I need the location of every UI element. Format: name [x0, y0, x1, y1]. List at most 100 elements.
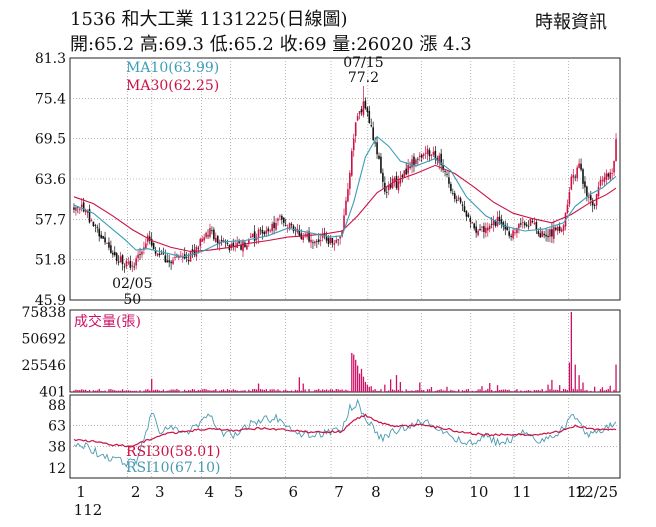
candle-body [584, 181, 586, 188]
candle-body [593, 205, 596, 206]
candle-body [419, 155, 421, 158]
candle-body [306, 233, 308, 237]
candle-body [257, 229, 260, 238]
price-y-tick: 45.9 [35, 293, 66, 309]
candle-body [343, 215, 345, 229]
candle-body [201, 239, 203, 242]
candle-body [226, 242, 229, 244]
candle-body [86, 211, 89, 213]
candle-body [576, 167, 578, 179]
candle-body [113, 252, 116, 256]
candle-body [185, 256, 188, 258]
candle-body [415, 159, 417, 164]
candle-body [115, 253, 118, 262]
candle-body [586, 186, 588, 197]
candle-body [527, 226, 530, 227]
candle-body [578, 163, 580, 169]
candle-body [191, 249, 194, 252]
candle-body [570, 176, 573, 190]
candle-body [281, 215, 283, 220]
x-tick-label: 12/25 [575, 483, 618, 501]
candle-body [152, 243, 155, 249]
candle-body [551, 229, 553, 237]
candle-body [420, 155, 423, 158]
candle-body [246, 245, 248, 250]
candle-body [269, 230, 271, 232]
candle-body [428, 150, 431, 157]
candle-body [597, 186, 600, 197]
candle-body [345, 200, 347, 216]
candle-body [283, 217, 285, 223]
candle-body [488, 225, 491, 230]
candle-body [376, 142, 378, 155]
candle-body [158, 253, 161, 256]
candle-body [603, 177, 606, 182]
candle-body [397, 181, 400, 191]
candle-body [461, 204, 464, 206]
candle-body [166, 260, 169, 263]
candle-body [541, 231, 543, 237]
candle-body [399, 177, 402, 184]
candle-body [354, 122, 357, 137]
candle-body [372, 127, 374, 141]
candle-body [370, 125, 373, 127]
price-y-tick: 63.6 [35, 172, 66, 188]
candle-body [543, 233, 545, 236]
candle-body [168, 260, 170, 263]
x-tick-label: 4 [205, 483, 215, 501]
candle-body [129, 260, 132, 268]
rsi-y-tick: 63 [48, 419, 66, 435]
candle-body [368, 110, 371, 123]
candle-body [117, 261, 120, 263]
candle-body [490, 223, 493, 225]
candle-body [154, 250, 157, 254]
data-source: 時報資訊 [535, 12, 607, 33]
x-tick-label: 11 [512, 483, 531, 501]
rsi10-line [73, 398, 617, 468]
chart-title: 1536 和大工業 1131225(日線圖) [70, 9, 348, 30]
candle-body [605, 173, 608, 180]
candle-body [123, 266, 126, 268]
candle-body [220, 240, 223, 242]
candle-body [537, 231, 540, 234]
candle-body [494, 221, 497, 226]
candle-body [94, 225, 97, 226]
x-tick-label: 2 [131, 483, 141, 501]
candle-body [197, 247, 200, 249]
candle-body [387, 185, 390, 191]
candle-body [582, 169, 584, 184]
candle-body [164, 255, 167, 262]
candle-body [514, 232, 516, 234]
candle-body [292, 225, 295, 232]
candle-body [110, 245, 112, 254]
candle-body [195, 246, 198, 257]
candle-body [401, 175, 404, 178]
candle-body [520, 223, 522, 225]
candle-body [426, 148, 429, 155]
candle-body [139, 254, 141, 255]
price-y-tick: 69.5 [35, 132, 66, 148]
candle-body [288, 223, 291, 230]
candle-body [395, 176, 398, 189]
candle-body [364, 100, 367, 109]
candle-body [244, 242, 246, 248]
candle-body [504, 224, 507, 230]
candle-body [277, 218, 279, 221]
candle-body [106, 242, 108, 244]
candle-body [255, 237, 258, 240]
candle-body [525, 224, 528, 226]
candle-body [251, 233, 254, 238]
candle-body [500, 219, 503, 225]
price-panel-frame [69, 57, 621, 301]
candle-body [549, 229, 551, 237]
candle-body [498, 216, 501, 222]
candle-body [145, 243, 147, 249]
candle-body [411, 159, 413, 168]
candle-body [249, 236, 252, 238]
candle-body [331, 238, 334, 244]
candle-body [615, 139, 617, 162]
rsi30-line [73, 413, 617, 448]
candle-body [174, 256, 176, 258]
candle-body [463, 206, 466, 212]
